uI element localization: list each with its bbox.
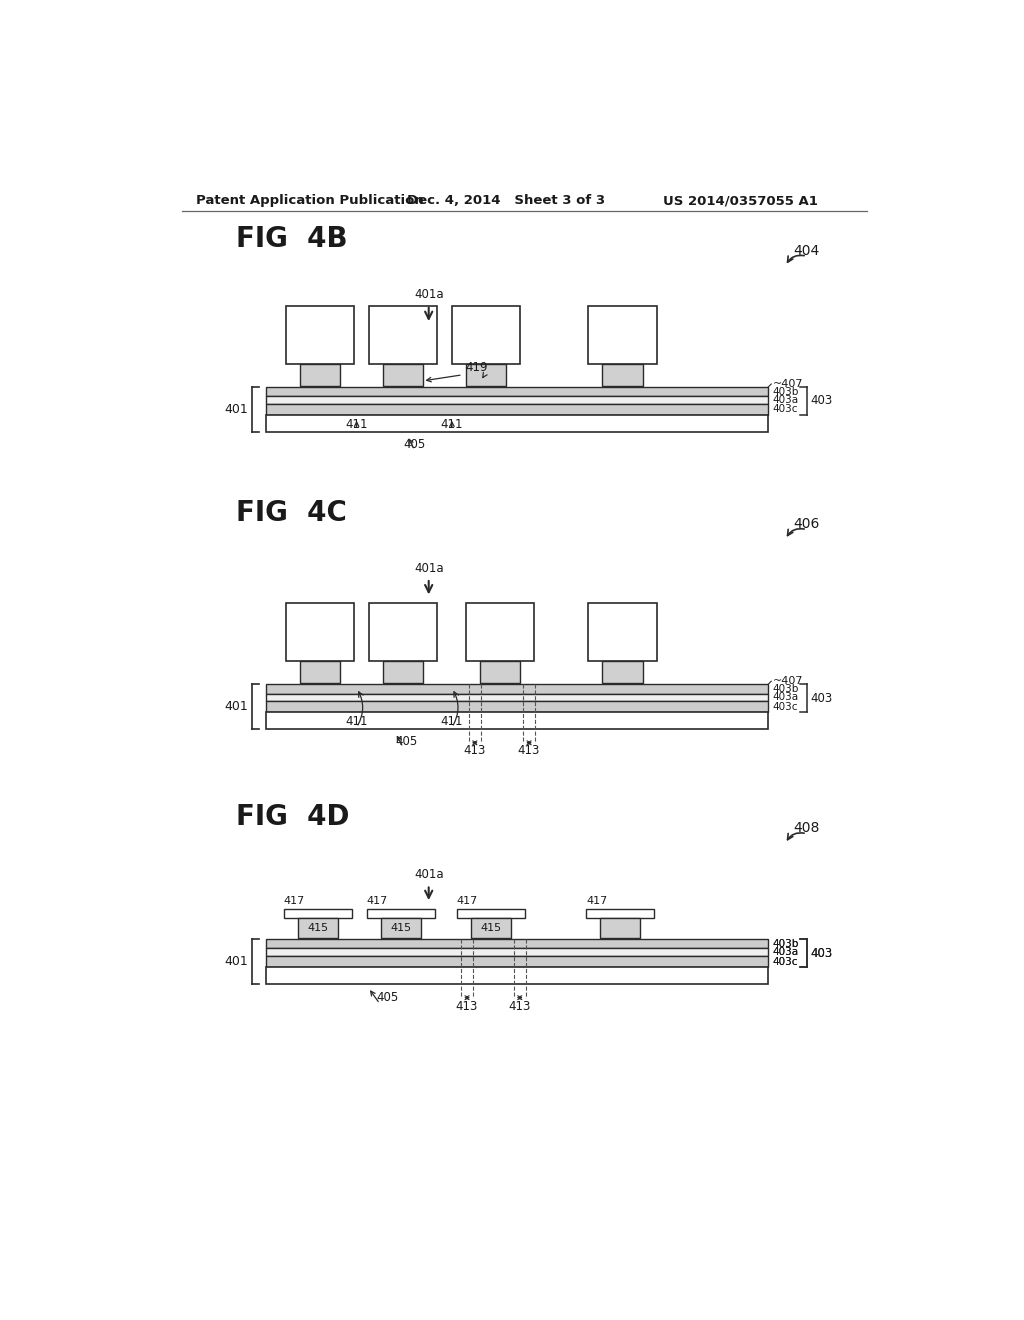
Bar [266, 940, 768, 949]
Bar [300, 364, 340, 385]
Text: 415: 415 [480, 923, 502, 933]
Text: 417: 417 [284, 896, 305, 907]
Text: 403b: 403b [773, 939, 799, 949]
Bar [266, 966, 768, 983]
Bar [300, 661, 340, 682]
Text: 406: 406 [793, 517, 819, 531]
Bar [586, 909, 654, 919]
Text: 401a: 401a [414, 288, 443, 301]
Bar [298, 919, 338, 937]
Text: 403a: 403a [773, 948, 799, 957]
Text: 413: 413 [456, 1001, 478, 1014]
Bar [480, 661, 520, 682]
Text: 417: 417 [586, 896, 607, 907]
Text: US 2014/0357055 A1: US 2014/0357055 A1 [663, 194, 817, 207]
Text: Patent Application Publication: Patent Application Publication [197, 194, 424, 207]
Text: 403: 403 [810, 692, 833, 705]
Text: 417: 417 [457, 896, 478, 907]
Bar [286, 306, 354, 364]
Text: Dec. 4, 2014   Sheet 3 of 3: Dec. 4, 2014 Sheet 3 of 3 [407, 194, 605, 207]
Text: 403c: 403c [773, 404, 799, 414]
Bar [381, 919, 421, 937]
Text: FIG  4C: FIG 4C [237, 499, 347, 527]
Text: 411: 411 [345, 714, 368, 727]
Text: 417: 417 [367, 896, 388, 907]
Bar [369, 306, 437, 364]
Bar [589, 603, 656, 661]
Text: 401a: 401a [414, 869, 443, 880]
Text: 403b: 403b [773, 684, 799, 694]
Bar [602, 364, 643, 385]
Bar [266, 387, 768, 396]
Text: 401: 401 [224, 700, 248, 713]
Bar [457, 909, 525, 919]
Bar [266, 396, 768, 404]
Text: 403a: 403a [773, 693, 799, 702]
Bar [266, 693, 768, 701]
Bar [266, 948, 768, 956]
Text: 408: 408 [793, 821, 819, 836]
Text: 403c: 403c [773, 957, 799, 966]
Text: 413: 413 [463, 744, 485, 758]
Text: 401: 401 [224, 403, 248, 416]
Bar [266, 414, 768, 432]
Bar [266, 956, 768, 966]
Text: 411: 411 [440, 714, 463, 727]
Text: 413: 413 [508, 1001, 530, 1014]
Bar [286, 603, 354, 661]
Text: 401a: 401a [414, 561, 443, 574]
Text: 405: 405 [403, 437, 426, 450]
Text: 403b: 403b [773, 387, 799, 397]
Bar [383, 364, 423, 385]
Bar [589, 306, 656, 364]
Bar [284, 909, 352, 919]
Text: 403a: 403a [773, 948, 799, 957]
Bar [367, 909, 435, 919]
Text: 411: 411 [345, 417, 368, 430]
Text: FIG  4B: FIG 4B [237, 226, 348, 253]
Bar [383, 661, 423, 682]
Text: ~407: ~407 [773, 379, 803, 389]
Text: 401: 401 [224, 954, 248, 968]
Text: 403: 403 [810, 395, 833, 408]
Text: 405: 405 [377, 991, 398, 1005]
Bar [471, 919, 511, 937]
Text: ~407: ~407 [773, 676, 803, 686]
Bar [466, 364, 506, 385]
Text: 405: 405 [396, 735, 418, 748]
Text: 404: 404 [793, 244, 819, 257]
Bar [466, 603, 535, 661]
Text: 403c: 403c [773, 957, 799, 966]
Bar [266, 404, 768, 414]
Bar [369, 603, 437, 661]
Bar [266, 701, 768, 711]
Text: 403c: 403c [773, 702, 799, 711]
Text: 403b: 403b [773, 939, 799, 949]
Bar [602, 661, 643, 682]
Bar [600, 919, 640, 937]
Bar [452, 306, 520, 364]
Text: 415: 415 [307, 923, 329, 933]
Text: 403a: 403a [773, 395, 799, 405]
Text: 415: 415 [390, 923, 412, 933]
Text: 411: 411 [440, 417, 463, 430]
Text: FIG  4D: FIG 4D [237, 803, 350, 830]
Text: 413: 413 [517, 744, 540, 758]
Text: 419: 419 [465, 362, 487, 375]
Text: 403: 403 [810, 946, 833, 960]
Bar [266, 684, 768, 693]
Bar [266, 711, 768, 729]
Text: 403: 403 [810, 946, 833, 960]
